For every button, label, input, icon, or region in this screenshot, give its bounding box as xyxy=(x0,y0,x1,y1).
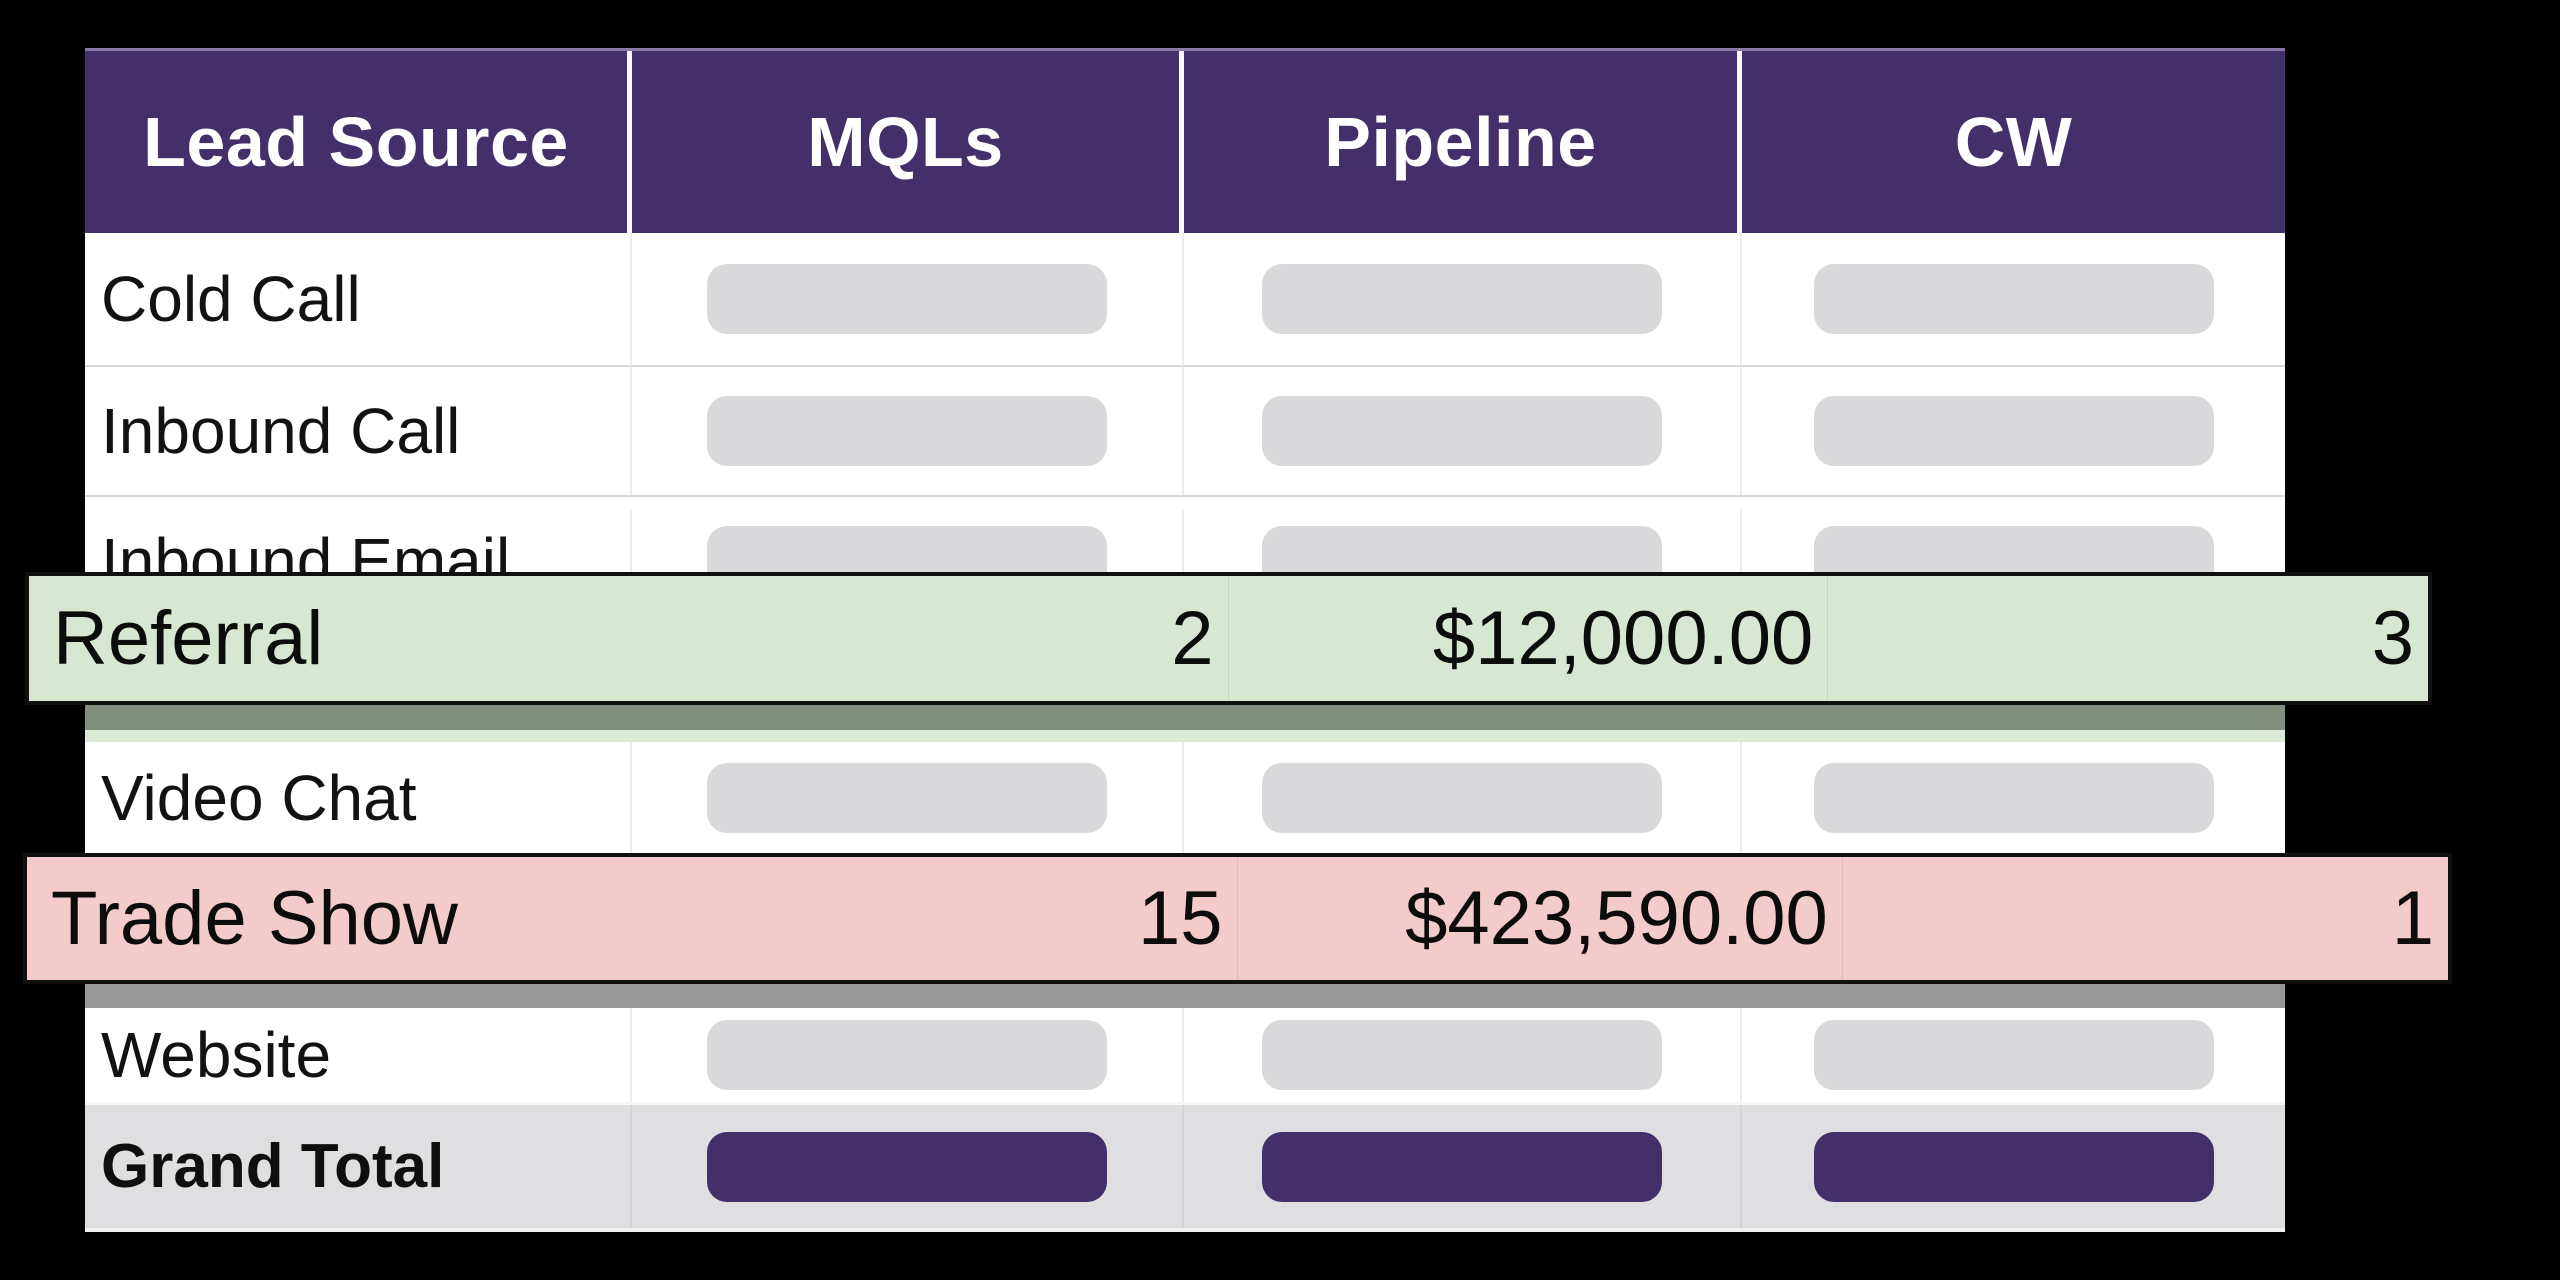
table-row-cold-call: Cold Call xyxy=(85,233,2285,367)
pipeline-total-cell xyxy=(1184,1105,1742,1228)
table-row-grand-total: Grand Total xyxy=(85,1102,2285,1228)
row-label-cell: Website xyxy=(85,1008,632,1102)
trade-show-pipeline-cell: $423,590.00 xyxy=(1238,857,1843,980)
referral-highlight-row[interactable]: Referral 2 $12,000.00 3 xyxy=(25,572,2432,705)
redacted-total-pill xyxy=(707,1131,1107,1202)
trade-show-callout-shadow xyxy=(85,984,2285,1008)
row-label-cell: Grand Total xyxy=(85,1105,632,1228)
referral-label: Referral xyxy=(53,596,324,681)
row-label: Website xyxy=(101,1019,332,1091)
row-label: Inbound Call xyxy=(101,395,461,467)
table-row-website: Website xyxy=(85,1008,2285,1102)
row-label-cell: Inbound Call xyxy=(85,367,632,495)
cw-total-cell xyxy=(1742,1105,2285,1228)
referral-row-underlay xyxy=(85,730,2285,742)
table-row-inbound-call: Inbound Call xyxy=(85,367,2285,497)
referral-cw-cell: 3 xyxy=(1828,576,2428,701)
header-cell-mqls: MQLs xyxy=(632,51,1184,233)
trade-show-pipeline-value: $423,590.00 xyxy=(1405,876,1828,961)
row-label-cell: Video Chat xyxy=(85,742,632,853)
grand-total-label: Grand Total xyxy=(101,1132,445,1201)
trade-show-mqls-value: 15 xyxy=(1137,876,1223,961)
mqls-cell xyxy=(632,367,1184,495)
referral-mqls-cell: 2 xyxy=(629,576,1229,701)
trade-show-label: Trade Show xyxy=(51,876,458,961)
redacted-value-pill xyxy=(1813,264,2214,334)
referral-mqls-value: 2 xyxy=(1171,596,1214,681)
row-label: Cold Call xyxy=(101,263,361,335)
redacted-value-pill xyxy=(707,264,1107,334)
trade-show-mqls-cell: 15 xyxy=(632,857,1238,980)
pipeline-cell xyxy=(1184,742,1742,853)
mqls-total-cell xyxy=(632,1105,1184,1228)
header-cell-cw: CW xyxy=(1742,51,2285,233)
redacted-value-pill xyxy=(707,1020,1107,1090)
table-header: Lead Source MQLs Pipeline CW xyxy=(85,48,2285,233)
redacted-total-pill xyxy=(1262,1131,1662,1202)
trade-show-cw-value: 1 xyxy=(2391,876,2434,961)
mqls-cell xyxy=(632,233,1184,365)
row-label-cell: Cold Call xyxy=(85,233,632,365)
redacted-value-pill xyxy=(1262,1020,1662,1090)
table-row-video-chat: Video Chat xyxy=(85,742,2285,853)
mqls-cell xyxy=(632,742,1184,853)
referral-callout-shadow xyxy=(85,705,2285,730)
redacted-value-pill xyxy=(707,762,1107,833)
redacted-value-pill xyxy=(1813,1020,2214,1090)
pipeline-cell xyxy=(1184,1008,1742,1102)
redacted-value-pill xyxy=(1813,762,2214,833)
cw-cell xyxy=(1742,742,2285,853)
pipeline-cell xyxy=(1184,233,1742,365)
redacted-total-pill xyxy=(1813,1131,2214,1202)
redacted-value-pill xyxy=(707,396,1107,466)
referral-pipeline-cell: $12,000.00 xyxy=(1229,576,1829,701)
header-cell-pipeline: Pipeline xyxy=(1184,51,1742,233)
redacted-value-pill xyxy=(1262,264,1662,334)
redacted-value-pill xyxy=(1262,762,1662,833)
referral-cw-value: 3 xyxy=(2371,596,2414,681)
trade-show-cw-cell: 1 xyxy=(1843,857,2448,980)
redacted-value-pill xyxy=(1262,396,1662,466)
header-cell-lead-source: Lead Source xyxy=(85,51,632,233)
redacted-value-pill xyxy=(1813,396,2214,466)
trade-show-highlight-row[interactable]: Trade Show 15 $423,590.00 1 xyxy=(23,853,2452,984)
referral-label-cell: Referral xyxy=(29,576,629,701)
row-label: Video Chat xyxy=(101,761,417,834)
referral-pipeline-value: $12,000.00 xyxy=(1432,596,1814,681)
pipeline-cell xyxy=(1184,367,1742,495)
trade-show-label-cell: Trade Show xyxy=(27,857,632,980)
cw-cell xyxy=(1742,1008,2285,1102)
cw-cell xyxy=(1742,367,2285,495)
cw-cell xyxy=(1742,233,2285,365)
mqls-cell xyxy=(632,1008,1184,1102)
